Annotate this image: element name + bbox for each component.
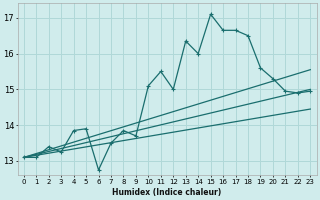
X-axis label: Humidex (Indice chaleur): Humidex (Indice chaleur) (112, 188, 222, 197)
